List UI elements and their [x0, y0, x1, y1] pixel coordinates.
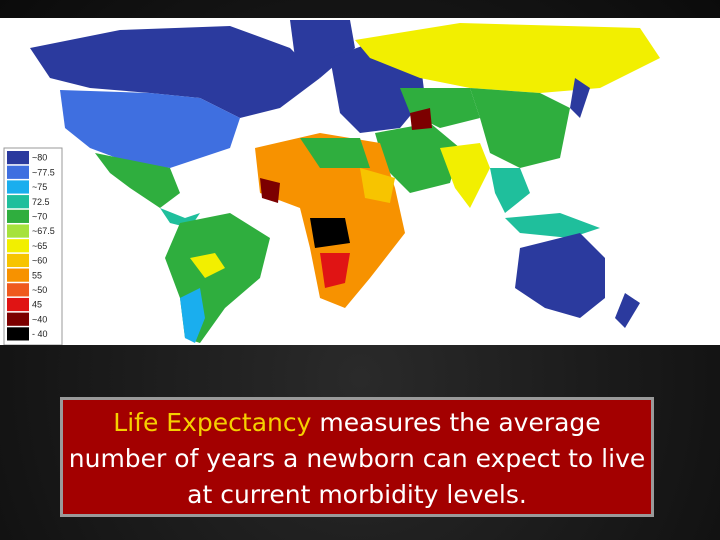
legend-swatch — [7, 239, 29, 253]
legend-swatch — [7, 312, 29, 326]
bolivia — [190, 253, 225, 278]
legend-swatch — [7, 327, 29, 341]
east-africa — [360, 168, 395, 203]
legend-swatch — [7, 253, 29, 268]
legend-label: 72.5 — [32, 197, 50, 207]
legend-swatch — [7, 151, 29, 165]
north-africa — [300, 138, 370, 168]
legend-label: ~75 — [32, 182, 47, 192]
legend-label: ~40 — [32, 314, 47, 324]
legend-label: 45 — [32, 300, 42, 310]
west-africa — [260, 178, 280, 203]
southeast-asia — [490, 168, 530, 213]
legend-label: 55 — [32, 270, 42, 280]
caption-highlight: Life Expectancy — [113, 408, 312, 437]
legend-swatch — [7, 268, 29, 282]
legend-label: ~70 — [32, 211, 47, 221]
india — [440, 143, 490, 208]
afghanistan — [410, 108, 432, 130]
china — [470, 88, 570, 168]
chile-argentina — [180, 288, 205, 343]
russia — [355, 23, 660, 93]
legend-label: ~50 — [32, 285, 47, 295]
legend-swatch — [7, 224, 29, 238]
indonesia — [505, 213, 600, 238]
middle-east — [375, 123, 460, 193]
southern-africa — [320, 253, 350, 288]
australia — [515, 233, 605, 318]
legend-label: ~65 — [32, 241, 47, 251]
legend-swatch — [7, 195, 29, 209]
caption-text: measures the average number of years a n… — [68, 408, 646, 509]
japan — [570, 78, 590, 118]
central-africa — [310, 218, 350, 248]
legend-swatch — [7, 180, 29, 194]
legend-swatch — [7, 297, 29, 312]
mexico — [95, 153, 180, 208]
usa — [60, 90, 240, 168]
new-zealand — [615, 293, 640, 328]
caption-box: Life Expectancy measures the average num… — [60, 397, 654, 517]
legend: ~80 ~77.5 ~75 72.5 ~70 ~67.5 ~65 ~60 55 ~50 45 ~40 -… — [3, 147, 63, 345]
legend-label: ~77.5 — [32, 167, 55, 177]
legend-swatch — [7, 283, 29, 297]
legend-label: ~80 — [32, 153, 47, 163]
legend-swatch — [7, 209, 29, 223]
legend-label: - 40 — [32, 329, 48, 339]
legend-label: ~67.5 — [32, 226, 55, 236]
world-map: ~80 ~77.5 ~75 72.5 ~70 ~67.5 ~65 ~60 55 ~50 45 ~40 -… — [0, 18, 720, 345]
greenland — [290, 20, 355, 78]
legend-label: ~60 — [32, 256, 47, 266]
canada — [30, 26, 320, 118]
legend-swatch — [7, 165, 29, 179]
